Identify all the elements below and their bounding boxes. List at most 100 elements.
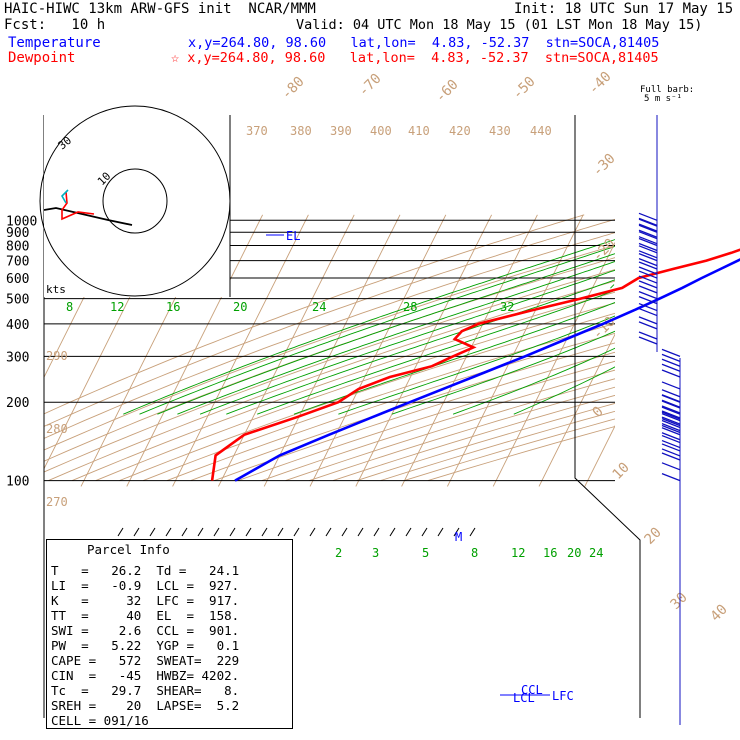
theta-label: 420: [449, 124, 471, 138]
wind-barb: [661, 416, 681, 425]
wind-barb: [661, 363, 681, 372]
dry-adiabat-line: [44, 232, 615, 439]
model-title: HAIC-HIWC 13km ARW-GFS init NCAR/MMM: [4, 1, 316, 17]
mixing-ratio-label: 3: [372, 546, 379, 560]
dry-adiabat-line: [380, 410, 615, 482]
theta-label: 430: [489, 124, 511, 138]
moist-adiabat-label: 28: [403, 300, 417, 314]
parcel-row: Tc = 29.7 SHEAR= 8.: [51, 683, 240, 698]
hodograph-ring-10: [102, 168, 168, 234]
dry-adiabat-line: [143, 323, 615, 482]
melting-level-label: M: [455, 530, 462, 544]
hodograph-trace-black: [43, 207, 133, 226]
parcel-info-title: Parcel Info: [87, 542, 170, 557]
dry-adiabat-line: [261, 369, 615, 482]
dewpoint-legend: Dewpoint: [8, 50, 76, 66]
wind-barb: [661, 405, 681, 414]
parcel-row: LI = -0.9 LCL = 927.: [51, 578, 240, 593]
isotherm-label: 20: [642, 525, 665, 548]
diagram-outline: [574, 115, 641, 718]
freezing-level-tick: [117, 527, 124, 537]
isotherm-line: [263, 214, 401, 487]
pressure-tick-label: 700: [6, 255, 29, 270]
moist-adiabat-line: [391, 330, 615, 415]
wind-barb: [661, 427, 681, 436]
init-time: Init: 18 UTC Sun 17 May 15: [514, 1, 734, 17]
freezing-level-tick: [421, 527, 428, 537]
freezing-level-tick: [133, 527, 140, 537]
dry-adiabat-line: [44, 214, 585, 415]
freezing-level-tick: [261, 527, 268, 537]
wind-barb: [661, 452, 681, 461]
wind-barb: [661, 462, 681, 471]
pressure-tick-label: 500: [6, 293, 29, 308]
pressure-tick-label: 800: [6, 240, 29, 255]
plot-area: [44, 214, 740, 487]
moist-adiabat-line: [338, 315, 615, 415]
moist-adiabat-label: 12: [110, 300, 124, 314]
wind-barb: [661, 394, 681, 403]
moist-adiabat-line: [226, 279, 615, 415]
wind-profile: [638, 115, 681, 725]
mixing-ratio-line: [599, 282, 615, 300]
moist-adiabat-line: [139, 245, 615, 415]
theta-label: 390: [330, 124, 352, 138]
dry-adiabat-line: [214, 351, 615, 482]
wind-barb: [661, 400, 681, 409]
dry-adiabat-line: [48, 280, 615, 482]
parcel-row: CAPE = 572 SWEAT= 229: [51, 653, 240, 668]
theta-label: 400: [370, 124, 392, 138]
wind-barb: [661, 434, 681, 444]
moist-adiabat-label: 24: [312, 300, 326, 314]
parcel-row: CIN = -45 HWBZ= 4202.: [51, 668, 240, 683]
mixing-ratio-label: 8: [471, 546, 478, 560]
barb-legend-title: Full barb:: [640, 85, 695, 95]
wind-barb: [661, 439, 681, 449]
wind-barb: [638, 245, 658, 254]
mixing-ratio-line: [707, 215, 740, 299]
isotherm-label: -60: [433, 77, 462, 106]
wind-barb: [638, 236, 658, 245]
mixing-ratio-line: [681, 215, 740, 299]
mixing-ratio-label: 2: [335, 546, 342, 560]
mixing-ratio-line: [623, 215, 709, 299]
dewpoint-profile-line: [210, 248, 740, 481]
wind-barb: [661, 448, 681, 457]
theta-label: 380: [290, 124, 312, 138]
dry-adiabat-line: [404, 418, 615, 482]
freezing-level-tick: [197, 527, 204, 537]
wind-barb: [638, 237, 658, 247]
pressure-tick-label: 900: [6, 226, 29, 241]
freezing-level-tick: [325, 527, 332, 537]
wind-barb: [638, 275, 658, 284]
wind-barb: [638, 316, 658, 325]
theta-label: 440: [530, 124, 552, 138]
wind-barb: [661, 369, 681, 378]
theta-label: 370: [246, 124, 268, 138]
pressure-tick-label: 300: [6, 350, 29, 365]
wind-barb: [661, 419, 681, 429]
wind-barb: [661, 358, 681, 367]
freezing-level-tick: [245, 527, 252, 537]
wind-barb: [661, 432, 681, 441]
moist-adiabat-line: [177, 261, 615, 415]
wind-barb: [638, 224, 658, 233]
lcl-label: LCL: [513, 691, 535, 705]
freezing-level-tick: [357, 527, 364, 537]
freezing-level-tick: [165, 527, 172, 537]
mixing-ratio-label: 12: [511, 546, 525, 560]
mixing-ratio-label: 20: [567, 546, 581, 560]
wind-barb: [661, 410, 681, 419]
valid-time: Valid: 04 UTC Mon 18 May 15 (01 LST Mon …: [296, 17, 703, 33]
freezing-level-tick: [469, 527, 476, 537]
hodograph-trace-cyan: [61, 189, 69, 204]
freezing-level-tick: [373, 527, 380, 537]
freezing-level-tick: [229, 527, 236, 537]
wind-barb: [638, 285, 658, 294]
wind-barb: [661, 399, 681, 408]
moist-adiabat-line: [123, 239, 615, 415]
hodograph-background: [44, 115, 230, 297]
wind-barb: [661, 389, 681, 398]
moist-adiabat-line: [513, 366, 615, 415]
